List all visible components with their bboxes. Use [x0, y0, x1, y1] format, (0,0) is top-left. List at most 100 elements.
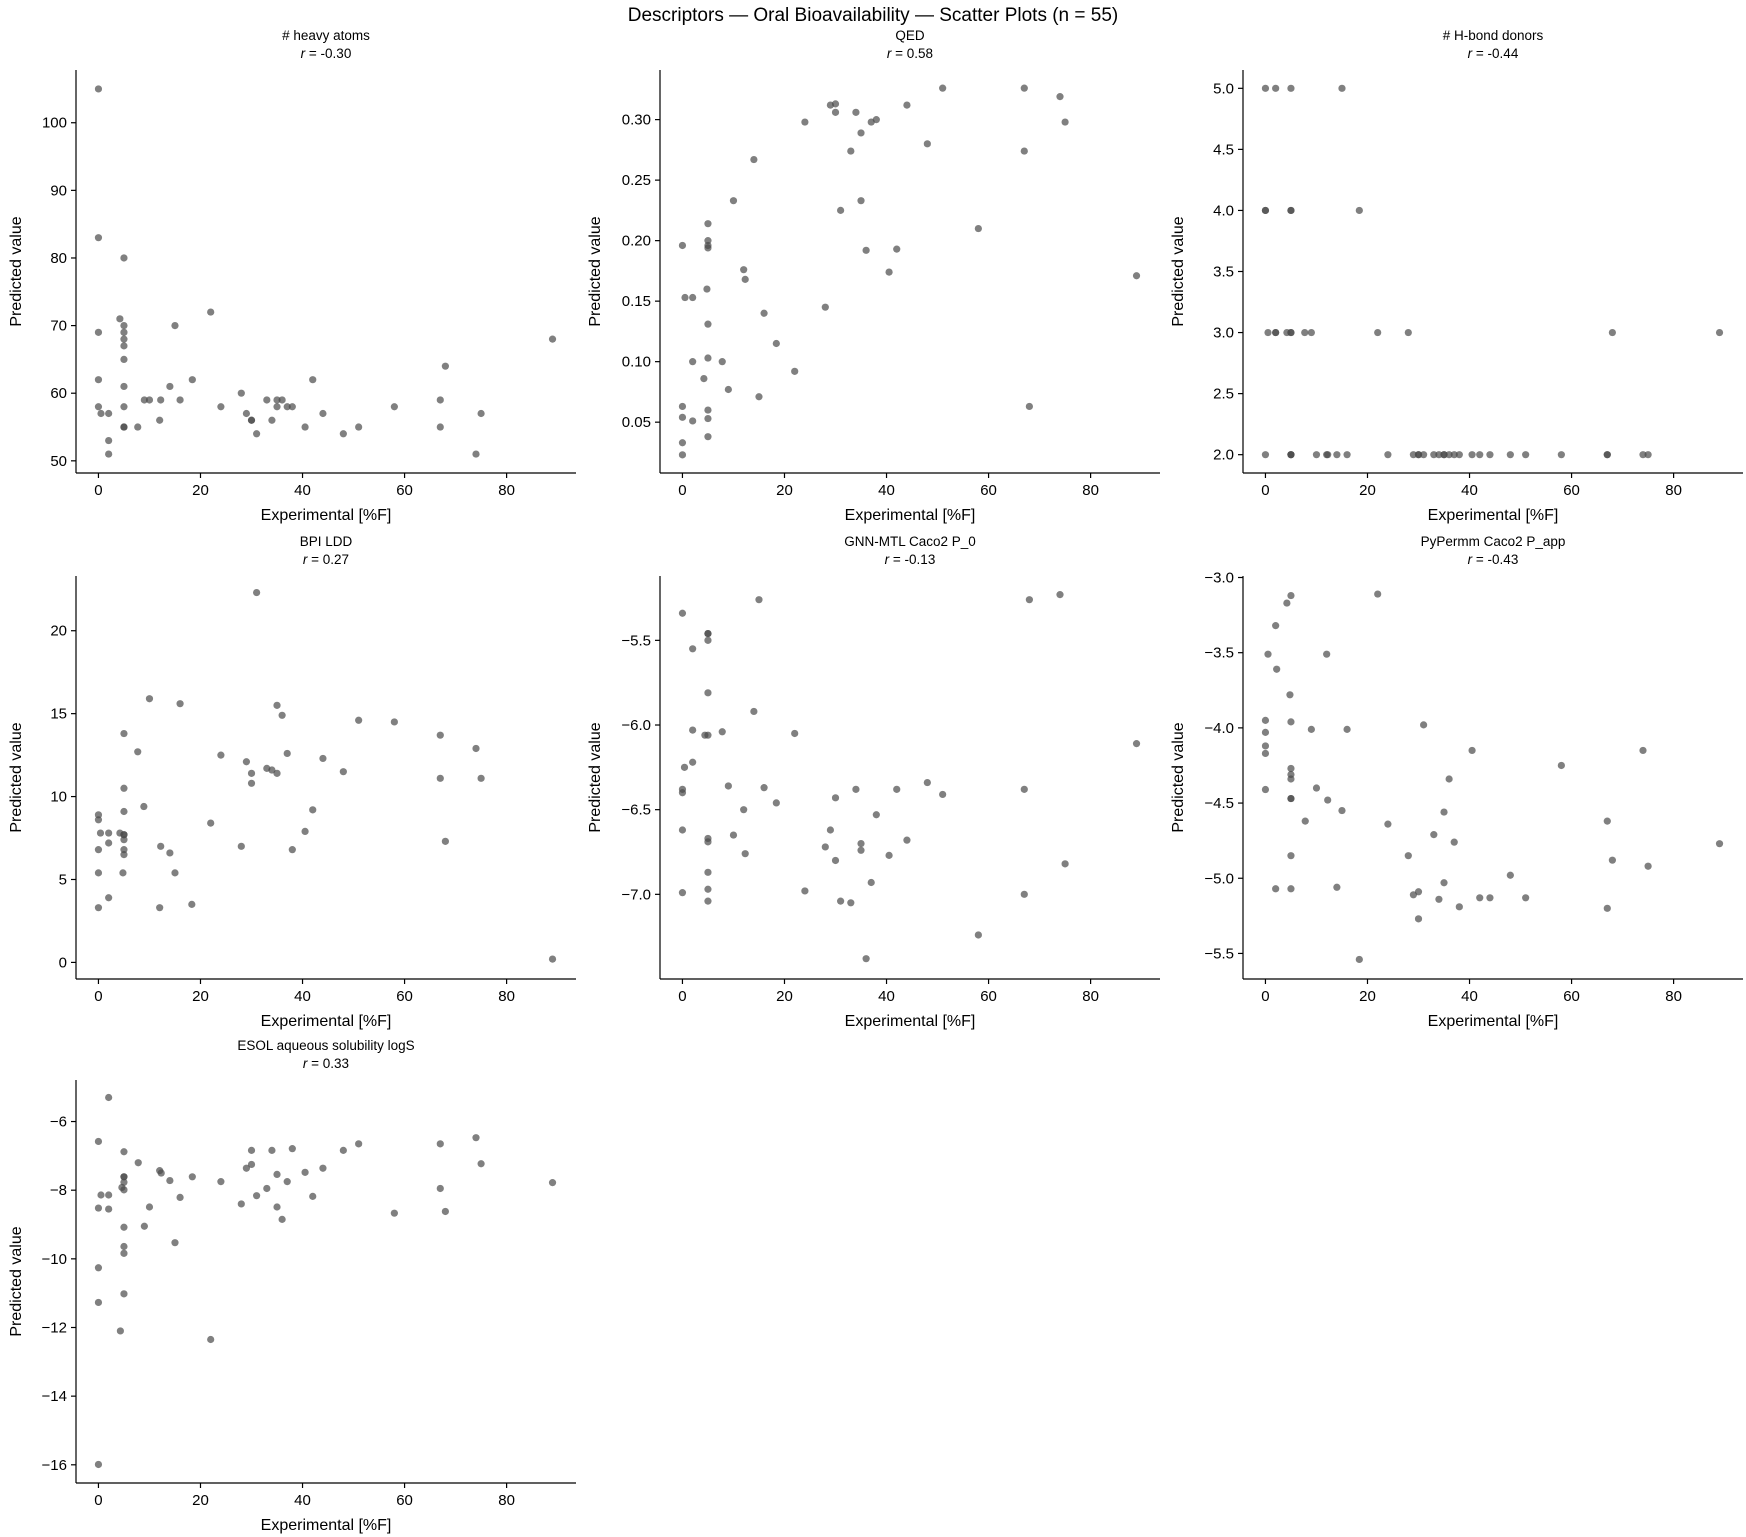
r-value: = -0.30	[305, 46, 351, 61]
y-tick-label: 90	[50, 182, 67, 199]
scatter-point	[247, 779, 256, 787]
scatter-point	[1261, 451, 1270, 459]
scatter-point	[1272, 328, 1280, 337]
y-tick-label: −6.0	[621, 717, 651, 734]
scatter-point	[862, 955, 870, 963]
scatter-point	[1312, 784, 1321, 792]
scatter-point	[678, 889, 687, 897]
y-tick-label: 80	[50, 250, 67, 267]
scatter-point	[1272, 885, 1280, 893]
scatter-point	[704, 244, 712, 252]
x-tick-label: 60	[396, 482, 413, 499]
x-tick-label: 0	[678, 482, 686, 499]
scatter-point	[390, 1209, 398, 1217]
subplot-title: BPI LDD	[300, 534, 353, 549]
scatter-point	[120, 846, 128, 854]
y-tick-label: −16	[42, 1457, 67, 1474]
scatter-point	[120, 254, 128, 262]
scatter-point	[1287, 451, 1295, 459]
y-axis-label: Predicted value	[1170, 216, 1187, 326]
scatter-point	[207, 819, 215, 827]
scatter-point	[847, 147, 855, 155]
scatter-point	[268, 1146, 276, 1154]
scatter-point	[704, 838, 712, 846]
scatter-point	[97, 409, 105, 418]
scatter-point	[1404, 852, 1412, 860]
scatter-point	[974, 931, 982, 939]
scatter-point	[857, 839, 865, 848]
scatter-point	[1715, 840, 1724, 848]
scatter-point	[704, 354, 712, 362]
scatter-point	[1522, 894, 1530, 902]
x-tick-label: 0	[1261, 482, 1269, 499]
scatter-point	[288, 1145, 296, 1153]
scatter-point	[1338, 806, 1346, 815]
y-tick-label: −8	[50, 1182, 67, 1199]
scatter-point	[1287, 206, 1295, 215]
y-tick-label: 2.0	[1213, 447, 1234, 464]
scatter-point	[872, 811, 880, 819]
y-axis-label: Predicted value	[8, 1226, 25, 1336]
scatter-point	[689, 645, 697, 653]
scatter-point	[750, 155, 758, 164]
scatter-point	[1323, 650, 1331, 658]
subplot-6: ESOL aqueous solubility logS r = 0.33 0 20 4…	[8, 1038, 576, 1534]
r-value: = -0.43	[1472, 552, 1518, 567]
x-tick-label: 60	[980, 988, 997, 1005]
scatter-point	[436, 774, 444, 782]
scatter-point	[923, 778, 931, 787]
scatter-point	[301, 423, 309, 431]
scatter-point	[1430, 831, 1438, 839]
scatter-point	[1374, 590, 1382, 598]
scatter-point	[678, 609, 687, 617]
scatter-point	[1435, 451, 1443, 459]
scatter-point	[704, 220, 712, 228]
scatter-point	[1020, 147, 1028, 155]
scatter-point	[704, 689, 712, 697]
scatter-point	[339, 1146, 347, 1154]
scatter-point	[1450, 838, 1458, 846]
scatter-point	[339, 768, 347, 776]
scatter-point	[94, 234, 103, 242]
scatter-point	[319, 754, 327, 763]
scatter-point	[94, 403, 103, 411]
x-tick-label: 0	[94, 1492, 102, 1509]
scatter-point	[974, 224, 982, 233]
scatter-point	[319, 409, 327, 418]
scatter-point	[116, 1327, 124, 1335]
scatter-point	[120, 1148, 128, 1156]
y-axis-label: Predicted value	[587, 722, 604, 832]
x-tick-label: 60	[980, 482, 997, 499]
scatter-point	[217, 751, 225, 759]
scatter-point	[301, 827, 309, 835]
y-tick-label: 10	[50, 789, 67, 806]
scatter-point	[831, 100, 840, 108]
scatter-point	[188, 900, 196, 908]
scatter-point	[750, 707, 758, 716]
r-symbol: r	[303, 1056, 308, 1071]
scatter-point	[689, 758, 697, 766]
y-tick-label: 0.30	[622, 112, 651, 129]
scatter-point	[1476, 894, 1484, 902]
scatter-point	[301, 1168, 309, 1176]
scatter-point	[273, 396, 281, 404]
scatter-point	[826, 826, 835, 834]
x-axis-label: Experimental [%F]	[1428, 1013, 1559, 1030]
scatter-point	[1025, 596, 1033, 604]
scatter-point	[1264, 650, 1272, 658]
scatter-point	[857, 129, 865, 137]
scatter-point	[1557, 451, 1565, 459]
scatter-point	[1132, 740, 1141, 748]
scatter-point	[94, 1137, 103, 1146]
scatter-point	[217, 1178, 225, 1186]
scatter-point	[1287, 852, 1295, 860]
scatter-point	[283, 1178, 291, 1186]
x-tick-label: 80	[1665, 482, 1682, 499]
x-tick-label: 20	[776, 482, 793, 499]
scatter-point	[120, 784, 128, 792]
scatter-point	[1312, 451, 1321, 459]
scatter-point	[120, 403, 128, 411]
correlation-label: r = 0.33	[303, 1056, 349, 1071]
y-tick-label: 20	[50, 623, 67, 640]
